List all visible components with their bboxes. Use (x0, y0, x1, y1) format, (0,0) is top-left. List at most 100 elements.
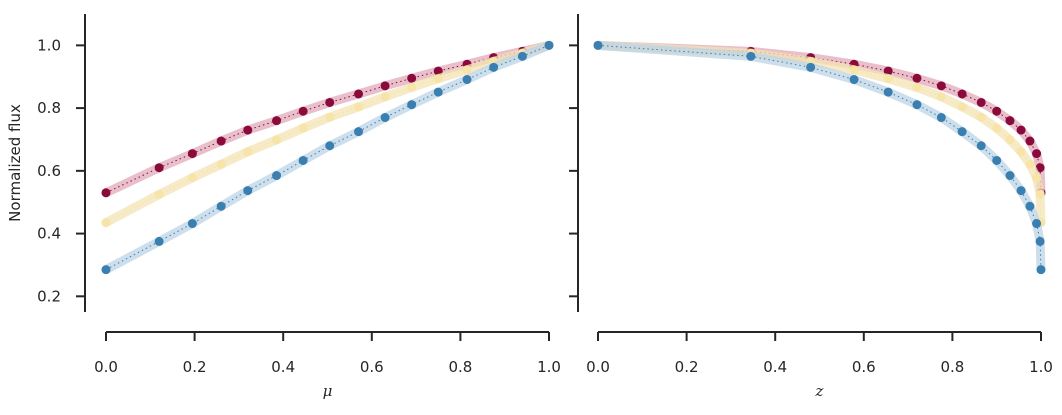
right-series-1-line (597, 44, 1042, 223)
left-x-tick-label: 0.6 (360, 358, 384, 376)
right-series-2-point (1016, 186, 1026, 196)
left-x-tick-label: 0.2 (183, 358, 207, 376)
left-series-2-point (154, 236, 164, 246)
right-series-0-point (883, 66, 893, 76)
left-series-1-point (354, 102, 364, 112)
left-series-1-point (407, 82, 417, 92)
right-series-2-point (746, 51, 756, 61)
right-series-0-line (597, 44, 1042, 193)
left-x-tick-label: 0.8 (448, 358, 472, 376)
right-series-2-point (1025, 201, 1035, 211)
right-series-2-point (992, 155, 1002, 165)
left-series-2-point (216, 201, 226, 211)
left-x-axis-title: μ (323, 382, 333, 400)
right-series-2-point (806, 62, 816, 72)
left-series-2-point (433, 87, 443, 97)
left-y-tick-label: 0.4 (37, 225, 61, 243)
left-series-0-point (298, 106, 308, 116)
left-series-0-point (187, 149, 197, 159)
right-series-1-point (1025, 159, 1035, 169)
right-series-2-point (1035, 236, 1045, 246)
right-x-tick-label: 0.8 (940, 358, 964, 376)
left-series-2-point (462, 75, 472, 85)
right-series-2-point (912, 100, 922, 110)
left-series-2-point (101, 265, 111, 275)
left-series-0-point (154, 163, 164, 173)
right-x-tick-label: 0.2 (675, 358, 699, 376)
left-series-0-point (407, 73, 417, 83)
left-x-tick-label: 0.0 (94, 358, 118, 376)
left-series-0-point (380, 81, 390, 91)
left-series-2-band (101, 40, 554, 275)
left-y-tick-label: 0.8 (37, 99, 61, 117)
right-series-0-point (912, 73, 922, 83)
right-x-tick-label: 1.0 (1029, 358, 1053, 376)
left-series-2-point (325, 141, 335, 151)
right-series-0-point (1005, 116, 1015, 126)
right-series-2-point (1032, 219, 1042, 229)
left-y-axis-title: Normalized flux (6, 104, 24, 222)
left-series-2-point (298, 155, 308, 165)
right-series-2-point (883, 87, 893, 97)
left-series-2-point (489, 62, 499, 72)
left-series-1-point (243, 147, 253, 157)
right-series-1-point (1005, 135, 1015, 145)
right-series-0-point (957, 89, 967, 99)
left-series-1-point (154, 189, 164, 199)
left-y-tick-label: 1.0 (37, 36, 61, 54)
left-x-tick-label: 1.0 (537, 358, 561, 376)
right-series-2-point (1005, 171, 1015, 181)
right-series-1-point (1016, 147, 1026, 157)
right-series-1-point (936, 92, 946, 102)
left-series-0-point (354, 89, 364, 99)
left-series-1-point (433, 74, 443, 84)
left-series-2-point (517, 51, 527, 61)
left-series-1-point (187, 173, 197, 183)
left-series-0-point (216, 136, 226, 146)
right-series-2-band (593, 40, 1046, 275)
left-series-2-point (354, 127, 364, 137)
right-series-0-point (976, 97, 986, 107)
left-series-2-point (187, 219, 197, 229)
right-series-0-point (1025, 136, 1035, 146)
right-x-tick-label: 0.0 (586, 358, 610, 376)
left-series-1-point (101, 218, 111, 228)
right-series-1-point (976, 112, 986, 122)
right-series-2-line (597, 44, 1042, 270)
left-series-2-point (272, 171, 282, 181)
left-y-tick-label: 0.6 (37, 162, 61, 180)
left-series-0-point (101, 188, 111, 198)
right-series-1-point (1032, 173, 1042, 183)
left-series-1-point (325, 112, 335, 122)
right-series-2-point (593, 40, 603, 50)
left-series-2-point (407, 100, 417, 110)
left-series-1-point (462, 65, 472, 75)
left-series-0-point (243, 125, 253, 135)
right-series-0-point (936, 81, 946, 91)
left-series-1-point (216, 159, 226, 169)
left-series-2-point (243, 186, 253, 196)
right-series-1-point (849, 65, 859, 75)
left-series-1-line (105, 44, 550, 224)
left-y-tick-label: 0.2 (37, 287, 61, 305)
right-series-1-point (992, 123, 1002, 133)
right-series-1-point (883, 74, 893, 84)
right-series-2-point (936, 113, 946, 123)
left-series-1-point (380, 92, 390, 102)
right-series-0-point (1016, 125, 1026, 135)
right-series-1-point (957, 102, 967, 112)
right-series-1-point (1035, 189, 1045, 199)
right-series-0-point (992, 106, 1002, 116)
left-series-2-point (544, 40, 554, 50)
left-series-0-line (105, 44, 550, 194)
left-series-1-point (272, 135, 282, 145)
left-series-2-point (380, 113, 390, 123)
right-x-tick-label: 0.4 (763, 358, 787, 376)
right-series-2-point (957, 127, 967, 137)
right-series-1-point (912, 82, 922, 92)
right-series-0-point (1035, 163, 1045, 173)
right-series-2-point (976, 141, 986, 151)
right-x-tick-label: 0.6 (852, 358, 876, 376)
left-series-0-point (325, 97, 335, 107)
